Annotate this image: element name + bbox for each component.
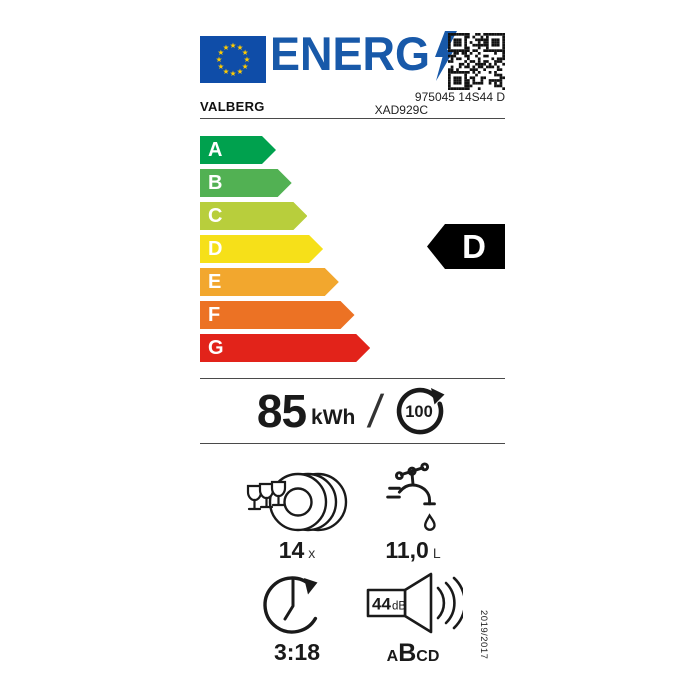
water-cell: 11,0 L [356,461,470,563]
svg-text:★: ★ [237,43,244,52]
regulation-number: 2019/2017 [478,610,489,660]
sound-waves-icon [436,576,463,630]
svg-text:★: ★ [242,48,249,57]
cycles-count: 100 [405,403,433,421]
label-header: ★ ★ ★ ★ ★ ★ ★ ★ ★ ★ ★ ★ ENERG [200,27,505,91]
energ-logo-text: ENERG [270,27,431,81]
energy-value: 85 [256,385,307,437]
scale-divider [200,378,505,379]
noise-unit: dB [392,601,406,613]
duration-value: 3:18 [273,639,321,665]
consumption-divider [200,443,505,444]
svg-text:★: ★ [216,55,223,64]
svg-text:★: ★ [223,43,230,52]
class-bar-a: A [200,136,276,164]
svg-text:★: ★ [218,48,225,57]
speaker-icon: 44 dB [366,572,463,634]
model-reference: XAD929C [374,103,428,117]
water-drop-icon [424,513,436,531]
class-bar-b: B [200,169,292,197]
metrics-grid: 14 x 11,0 [240,461,470,667]
water-caption: 11,0 L [385,537,440,563]
svg-text:★: ★ [230,41,237,50]
noise-class-d: D [427,648,440,665]
svg-text:★: ★ [237,67,244,76]
noise-class-b: B [398,639,417,667]
svg-text:★: ★ [218,62,225,71]
capacity-unit: x [308,545,316,561]
eu-energy-label: ★ ★ ★ ★ ★ ★ ★ ★ ★ ★ ★ ★ ENERG 975045 14S44 D VAL… [200,27,505,681]
energy-consumption-row: 85 kWh / 100 [200,381,505,441]
svg-text:★: ★ [230,69,237,78]
water-value: 11,0 [385,537,429,563]
noise-class-a: A [386,648,399,665]
class-bar-f: F [200,301,355,329]
duration-cell: 3:18 [240,563,354,665]
rated-class-arrow: D [427,224,505,269]
capacity-caption: 14 x [279,537,316,563]
class-bar-d: D [200,235,323,263]
svg-text:★: ★ [223,67,230,76]
eu-flag-icon: ★ ★★ ★★★ ★★★ ★★★ [200,36,266,83]
cycles-circle-icon: 100 [396,387,445,435]
rated-class-letter: D [462,227,486,265]
water-tap-icon [386,462,436,531]
class-bar-g: G [200,334,370,362]
water-unit: L [432,545,441,561]
header-divider [200,118,505,119]
capacity-value: 14 [278,537,305,563]
lightning-bolt-icon [435,31,458,81]
per-slash: / [365,385,386,437]
noise-value: 44 [372,595,391,614]
supplier-name: VALBERG [200,99,265,114]
energy-unit: kWh [311,406,356,429]
svg-text:★: ★ [244,55,251,64]
energ-logo: ENERG [270,27,458,81]
qr-code [448,33,505,90]
place-settings-icon [246,472,348,532]
clock-icon [263,576,318,634]
svg-text:★: ★ [242,62,249,71]
duration-caption: 3:18 [274,639,320,665]
model-code: 975045 14S44 D [414,90,505,104]
noise-class-caption: A B C D [386,639,440,667]
capacity-cell: 14 x [240,461,354,563]
noise-cell: 44 dB A B C D [356,563,470,667]
class-bar-e: E [200,268,339,296]
noise-class-c: C [416,648,428,665]
class-bar-c: C [200,202,307,230]
